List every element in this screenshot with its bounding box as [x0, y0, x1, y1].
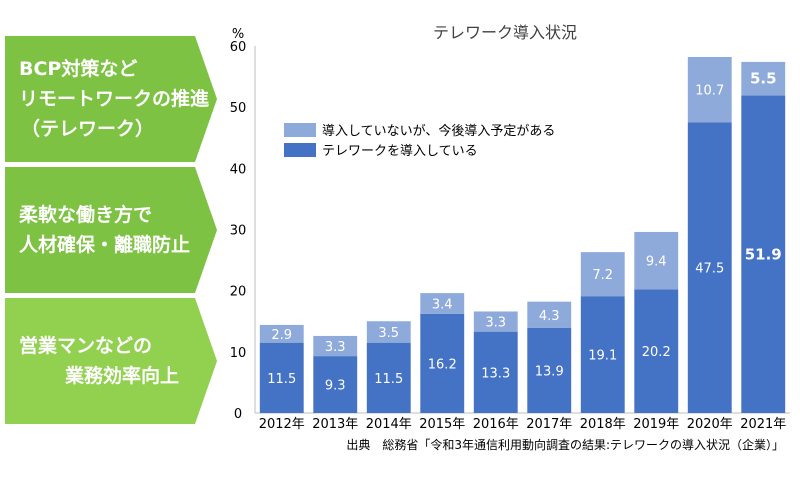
data-label-adopted: 47.5: [695, 262, 724, 277]
data-label-adopted: 20.2: [642, 345, 671, 360]
legend-label-planned: 導入していないが、今後導入予定がある: [322, 123, 555, 139]
x-tick-label: 2021年: [740, 417, 786, 432]
y-tick-label: 50: [230, 101, 247, 116]
legend-label-adopted: テレワークを導入している: [322, 144, 478, 159]
callout-line: BCP対策など: [19, 58, 138, 80]
y-tick-label: 20: [230, 285, 247, 300]
x-tick-label: 2018年: [580, 417, 626, 432]
x-tick-label: 2019年: [633, 417, 679, 432]
source-citation: 出典 総務省「令和3年通信利用動向調査の結果:テレワークの導入状況（企業）」: [346, 438, 784, 452]
callout-bcp: BCP対策など リモートワークの推進 （テレワーク）: [5, 36, 217, 162]
bar-adopted: [580, 296, 625, 413]
bars: 11.5 2.9 9.3 3.3 11.5 3.5 16.2 3.4 13.3 3.3 13.9 4.…: [259, 57, 786, 414]
bar-adopted: [741, 95, 786, 414]
data-label-adopted: 19.1: [588, 349, 617, 364]
callout-line: （テレワーク）: [21, 118, 155, 140]
legend: 導入していないが、今後導入予定がある テレワークを導入している: [284, 123, 555, 159]
x-axis: 2012年 2013年 2014年 2015年 2016年 2017年 2018年 2019年…: [259, 417, 787, 432]
y-tick-label: 40: [230, 162, 247, 177]
bar-adopted: [634, 289, 679, 413]
data-label-adopted: 9.3: [325, 379, 346, 394]
legend-swatch-adopted: [284, 143, 316, 157]
callout-sales-efficiency: 営業マンなどの 業務効率向上: [5, 298, 217, 424]
y-axis: 0 10 20 30 40 50 60: [230, 40, 247, 422]
bar-planned: [687, 57, 732, 123]
bar-planned: [420, 293, 465, 314]
data-label-planned: 7.2: [592, 268, 613, 283]
data-label-planned: 2.9: [271, 328, 292, 343]
data-label-adopted: 11.5: [374, 372, 403, 387]
x-tick-label: 2020年: [687, 417, 733, 432]
bar-adopted: [527, 327, 572, 413]
bar-adopted: [687, 122, 732, 413]
data-label-planned: 3.3: [325, 340, 346, 355]
x-tick-label: 2014年: [366, 417, 412, 432]
x-tick-label: 2017年: [526, 417, 572, 432]
bar-planned: [473, 311, 518, 332]
legend-swatch-planned: [284, 123, 316, 137]
callout-line: 人材確保・離職防止: [19, 234, 191, 256]
bar-adopted: [313, 356, 358, 413]
bar-adopted: [420, 313, 465, 413]
data-label-planned: 3.5: [378, 326, 399, 341]
callout-line: 営業マンなどの: [19, 335, 153, 357]
data-label-planned: 3.4: [432, 298, 453, 313]
data-label-adopted: 13.3: [481, 366, 510, 381]
bar-adopted: [473, 331, 518, 413]
bar-planned: [366, 321, 411, 343]
y-tick-label: 60: [230, 40, 247, 55]
bar-planned: [313, 335, 358, 357]
chart-title: テレワーク導入状況: [433, 23, 577, 42]
bar-adopted: [259, 342, 304, 413]
data-label-adopted: 11.5: [267, 372, 296, 387]
bar-planned: [259, 324, 304, 343]
x-tick-label: 2013年: [312, 417, 358, 432]
bar-planned: [741, 61, 786, 96]
data-label-planned: 5.5: [750, 70, 777, 88]
bar-planned: [634, 231, 679, 290]
y-axis-unit-label: %: [232, 27, 244, 42]
data-label-planned: 9.4: [646, 255, 667, 270]
data-label-adopted: 13.9: [535, 364, 564, 379]
x-tick-label: 2012年: [259, 417, 305, 432]
data-label-planned: 10.7: [695, 84, 724, 99]
data-label-planned: 4.3: [539, 309, 560, 324]
callout-line: 柔軟な働き方で: [19, 204, 153, 226]
bar-planned: [580, 252, 625, 297]
x-tick-label: 2015年: [419, 417, 465, 432]
y-tick-label: 0: [234, 407, 242, 422]
y-tick-label: 10: [230, 346, 247, 361]
x-tick-label: 2016年: [473, 417, 519, 432]
data-label-adopted: 16.2: [428, 357, 457, 372]
data-label-planned: 3.3: [485, 316, 506, 331]
y-tick-label: 30: [230, 224, 247, 239]
bar-adopted: [366, 342, 411, 413]
bar-planned: [527, 301, 572, 328]
callout-flexible-work: 柔軟な働き方で 人材確保・離職防止: [5, 167, 217, 293]
callout-line: リモートワークの推進: [19, 88, 210, 110]
data-label-adopted: 51.9: [745, 245, 782, 263]
callout-line: 業務効率向上: [65, 365, 180, 387]
